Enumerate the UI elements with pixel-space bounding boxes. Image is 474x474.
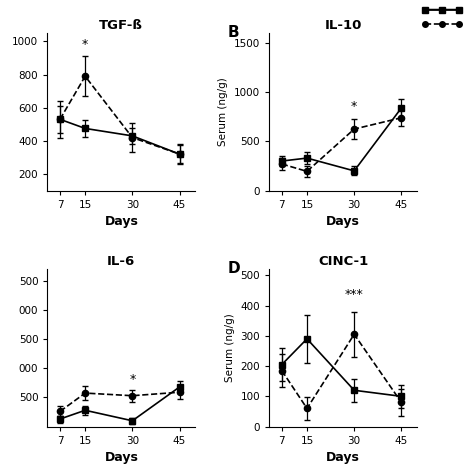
Text: *: * bbox=[129, 374, 136, 386]
Text: *: * bbox=[82, 38, 88, 51]
Text: ***: *** bbox=[345, 288, 364, 301]
Y-axis label: Serum (ng/g): Serum (ng/g) bbox=[219, 77, 228, 146]
Text: *: * bbox=[351, 100, 357, 113]
Title: IL-6: IL-6 bbox=[107, 255, 136, 268]
Text: D: D bbox=[228, 261, 240, 276]
Title: CINC-1: CINC-1 bbox=[318, 255, 368, 268]
Title: TGF-ß: TGF-ß bbox=[100, 19, 143, 32]
Y-axis label: Serum (ng/g): Serum (ng/g) bbox=[225, 313, 235, 383]
X-axis label: Days: Days bbox=[104, 451, 138, 464]
Text: B: B bbox=[228, 25, 239, 40]
Title: IL-10: IL-10 bbox=[325, 19, 362, 32]
X-axis label: Days: Days bbox=[326, 451, 360, 464]
X-axis label: Days: Days bbox=[326, 215, 360, 228]
X-axis label: Days: Days bbox=[104, 215, 138, 228]
